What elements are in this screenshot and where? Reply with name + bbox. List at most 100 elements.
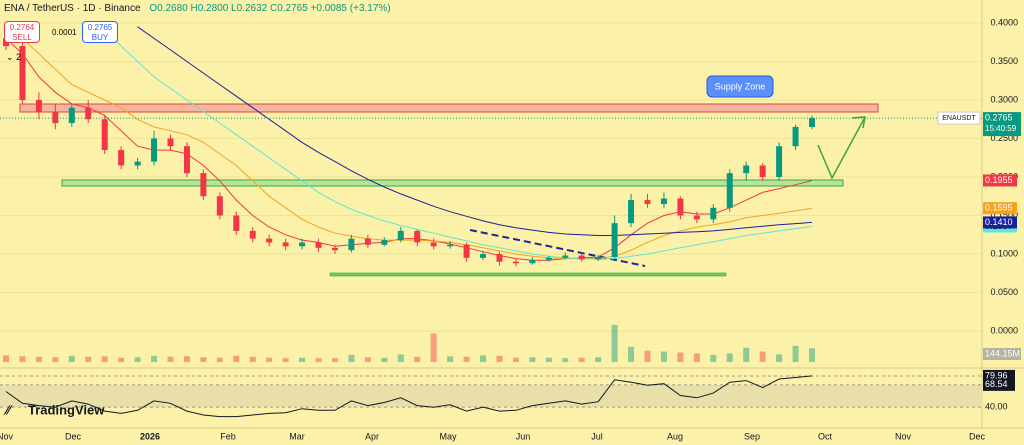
spread: 0.0001 [52,28,77,37]
y-tick-label: 0.2500 [990,133,1018,143]
volume-bar [52,357,59,362]
rsi-tick-label: 79.96 [985,370,1008,380]
candle-body [743,165,750,174]
symbol-title: ENA / TetherUS · 1D · Binance [4,3,141,14]
x-tick-label: Nov [895,431,912,441]
candle-body [19,46,26,100]
ma-last-label: 0.1410 [985,217,1013,227]
y-tick-label: 0.4000 [990,17,1018,27]
volume-bar [512,357,519,362]
symbol-label: ENAUSDT [942,115,976,122]
volume-bar [3,355,9,362]
candle-body [249,230,256,239]
volume-bar [463,356,470,362]
candle-body [710,207,717,220]
volume-bar [249,356,256,362]
candle-body [282,242,289,247]
y-tick-label: 0.1500 [990,210,1018,220]
candle-body [68,107,75,124]
candle-body [216,196,223,216]
candle-body [529,260,536,264]
volume-bar [430,333,437,362]
y-tick-label: 0.1000 [990,248,1018,258]
ohlc-values: O0.2680 H0.2800 L0.2632 C0.2765 +0.0085 … [149,3,391,14]
candle-body [348,238,355,251]
volume-bar [134,357,141,362]
candle-body [183,146,190,174]
candle-body [447,244,454,247]
candle-body [480,254,487,258]
candle-body [85,107,92,120]
candle-body [381,240,388,245]
volume-bar [644,350,651,362]
symbol-tag [937,111,981,125]
candle-body [35,100,42,112]
volume-bar [809,348,815,362]
volume-bar [348,354,355,362]
buy-button[interactable]: 0.2765 BUY [82,21,118,43]
candle-body [167,138,174,147]
supply-zone [19,103,879,113]
x-tick-label: Sep [744,431,760,441]
candle-body [414,230,421,243]
candle-body [792,126,799,147]
header: ENA / TetherUS · 1D · Binance O0.2680 H0… [4,3,397,14]
ma-tag [983,202,1017,215]
support-line [329,272,727,277]
candle-body [677,198,684,216]
sell-button[interactable]: 0.2764 SELL [4,21,40,43]
candle-body [496,254,503,262]
candle-body [118,150,125,166]
candles [3,30,815,267]
volume-bar [68,355,75,362]
candle-body [628,200,635,224]
indicator-toggle[interactable]: ⌄ 2 [6,52,22,62]
volume-bar [562,358,569,362]
buy-label: BUY [91,33,109,42]
support-zone [61,179,844,187]
volume-bar [660,351,667,362]
volume-bar [299,357,306,362]
rsi-tag [983,378,1015,391]
volume-bar [19,356,26,362]
volume-bar [595,357,602,362]
candle-body [809,118,815,127]
arrow-head [851,116,866,129]
candle-body [611,223,618,258]
rsi-tick-label: 40.00 [985,402,1008,412]
candle-body [397,230,404,241]
buy-price: 0.2765 [87,23,113,32]
volume-bar [611,324,618,362]
x-tick-label: Dec [65,431,82,441]
candle-body [644,200,651,204]
x-tick-label: May [439,431,457,441]
volume-bar [167,356,174,362]
candle-body [759,165,766,177]
candle-body [266,238,273,243]
volume-bar [529,357,536,362]
volume-bar [480,355,487,362]
x-tick-label: Jun [516,431,531,441]
volume-bar [266,357,273,362]
ma-line [5,30,813,260]
y-tick-label: 0.0000 [990,325,1018,335]
candle-body [430,242,437,247]
volume-bar [315,358,322,362]
last-price: 0.2765 [985,112,1013,122]
x-tick-label: Apr [365,431,379,441]
annotation: Supply Zone [715,81,766,91]
sell-label: SELL [12,33,32,42]
candle-body [578,255,585,260]
trend-line [469,229,646,267]
x-tick-label: 2026 [140,431,160,441]
x-tick-label: Aug [667,431,683,441]
brand-logo: ⁄⁄ [3,402,13,417]
volume-bar [792,345,799,362]
volume-pane [3,324,815,362]
ma-last-label: 0.1955 [985,175,1013,185]
price-tag [983,112,1021,137]
candle-body [463,244,470,258]
x-tick-label: Dec [969,431,986,441]
volume-bar [693,353,700,362]
